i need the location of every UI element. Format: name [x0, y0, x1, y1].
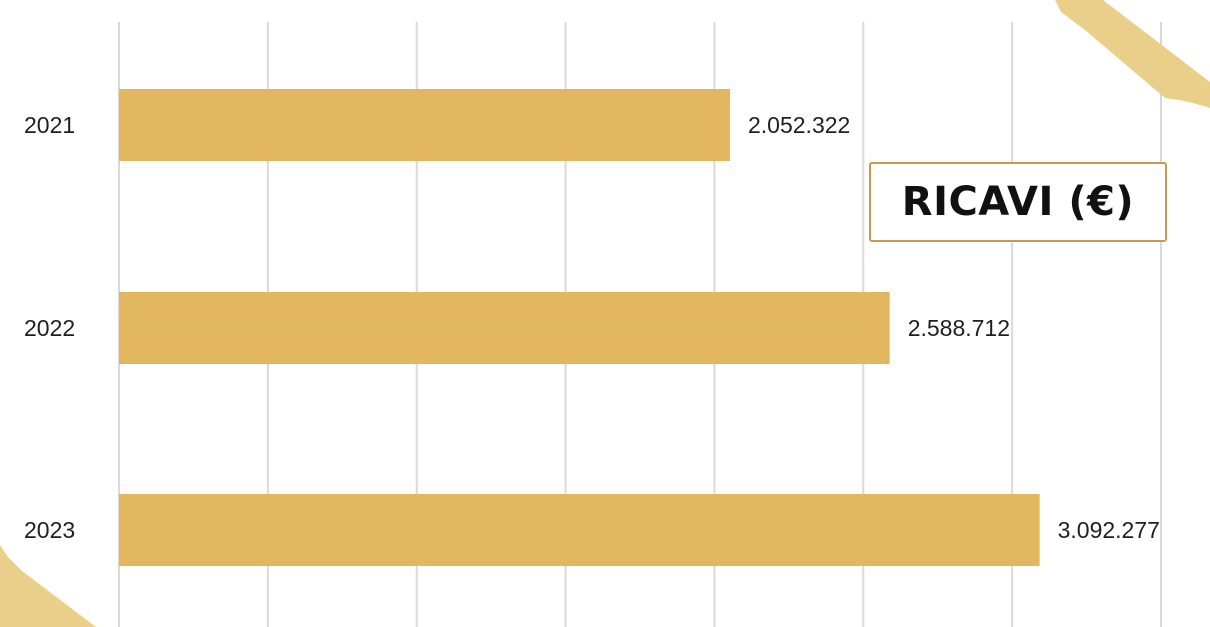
category-label-2021: 2021	[24, 112, 75, 138]
value-label-2021: 2.052.322	[748, 112, 850, 138]
bars	[119, 89, 1040, 566]
category-label-2023: 2023	[24, 517, 75, 543]
value-label-2022: 2.588.712	[908, 315, 1010, 341]
labels: 2021 2.052.322 2022 2.588.712 2023 3.092.277	[24, 112, 1160, 543]
bar-2023	[119, 494, 1040, 566]
chart-title-box: RICAVI (€)	[869, 162, 1167, 242]
value-label-2023: 3.092.277	[1058, 517, 1160, 543]
tape-bottom-left-decoration	[0, 545, 96, 627]
bar-2022	[119, 292, 890, 364]
tape-top-right-decoration	[1055, 0, 1210, 108]
category-label-2022: 2022	[24, 315, 75, 341]
bar-2021	[119, 89, 731, 161]
chart-title: RICAVI (€)	[901, 179, 1135, 225]
